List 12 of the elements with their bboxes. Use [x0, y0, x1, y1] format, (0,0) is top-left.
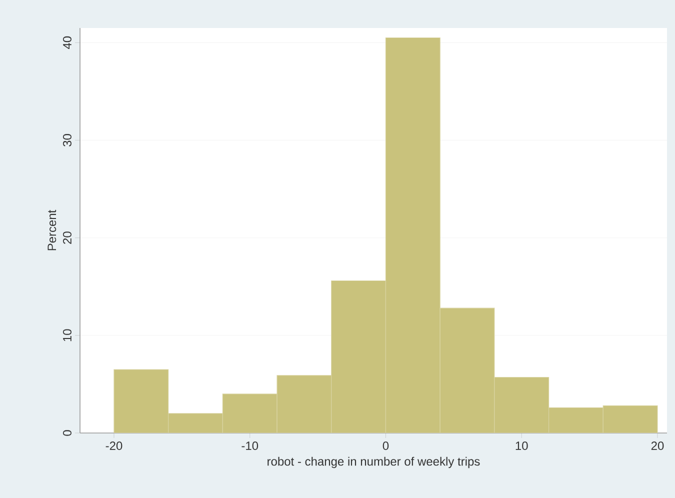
y-tick-label: 10 — [62, 329, 72, 342]
x-tick-label: 10 — [516, 442, 528, 450]
x-tick-label: 20 — [651, 442, 664, 450]
x-axis-title: robot - change in number of weekly trips — [268, 456, 480, 468]
x-tick-label: -20 — [106, 442, 122, 450]
y-axis-title: Percent — [48, 210, 56, 250]
y-tick-label: 20 — [62, 232, 72, 244]
y-tick-label: 30 — [62, 134, 72, 146]
y-tick-label: 40 — [62, 36, 72, 50]
x-tick-label: 0 — [382, 442, 389, 450]
y-tick-label: 0 — [62, 430, 72, 436]
x-tick-label: -10 — [242, 442, 258, 450]
